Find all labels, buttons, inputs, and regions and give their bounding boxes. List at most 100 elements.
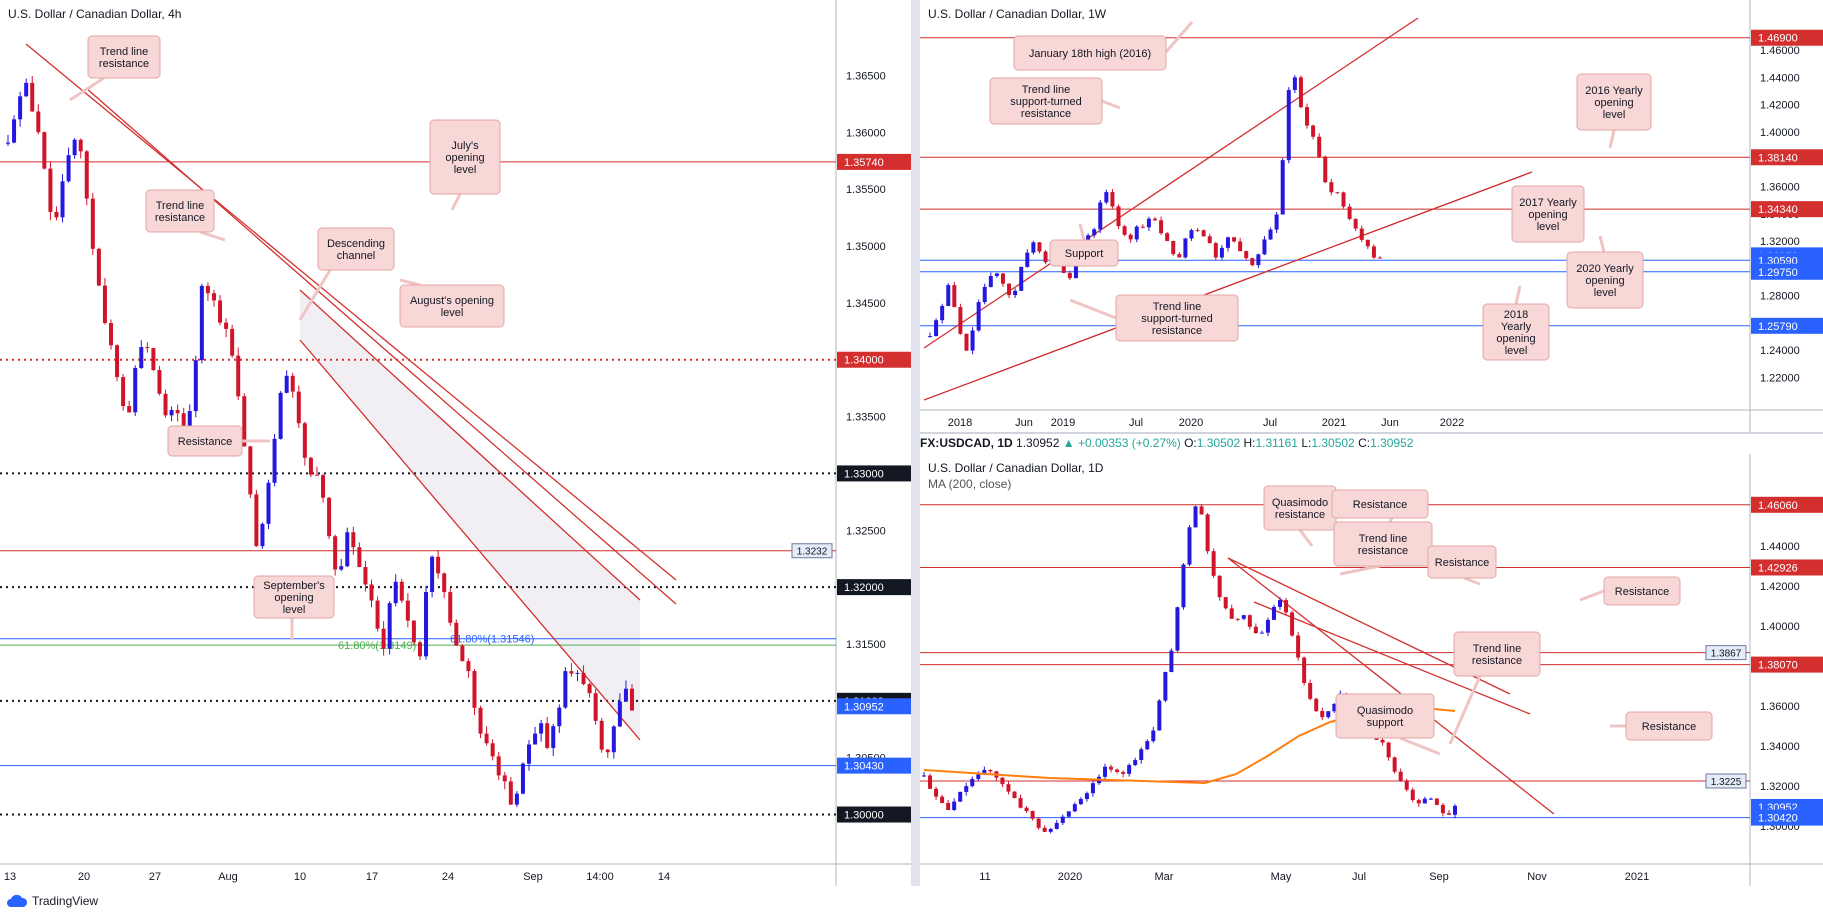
candle-body xyxy=(369,584,374,601)
tradingview-cloud-icon xyxy=(7,894,28,907)
annotation-pointer xyxy=(1069,298,1117,320)
candle-body xyxy=(1205,514,1210,552)
trend-line[interactable] xyxy=(299,339,641,741)
candle-body xyxy=(381,628,386,649)
trend-line[interactable] xyxy=(923,17,1419,349)
annotation-trend-line-support-turned-resistance-lower[interactable]: Trend line support-turned resistance xyxy=(1069,294,1239,342)
candle-body xyxy=(1392,757,1397,772)
annotation-text: August's opening level xyxy=(410,295,494,319)
level-price-label: 1.32000 xyxy=(844,582,884,594)
level-tag-label: 1.3232 xyxy=(797,547,828,558)
annotation-yearly-opening-2020[interactable]: 2020 Yearly opening level xyxy=(1566,235,1644,309)
candle-body xyxy=(1134,226,1139,240)
candle-body xyxy=(1018,798,1023,808)
candle-body xyxy=(345,532,350,567)
panel-divider-vertical[interactable] xyxy=(911,0,920,886)
candle-body xyxy=(496,756,501,776)
annotation-box xyxy=(1566,251,1644,309)
level-tag xyxy=(791,543,833,559)
annotation-trend-line-resistance-lower[interactable]: Trend line resistance xyxy=(145,189,226,242)
trend-line[interactable] xyxy=(85,87,677,605)
trend-line[interactable] xyxy=(25,43,677,581)
time-tick-label: Jun xyxy=(1381,417,1399,429)
annotation-yearly-opening-2018[interactable]: 2018 Yearly opening level xyxy=(1482,285,1550,361)
chart-4h-panel[interactable]: U.S. Dollar / Canadian Dollar, 4h 1.36500… xyxy=(0,0,911,886)
candle-body xyxy=(1165,233,1170,241)
candle-body xyxy=(976,774,981,780)
price-tick-label: 1.31500 xyxy=(846,639,886,651)
level-price-tag xyxy=(1751,317,1823,334)
candle-body xyxy=(248,446,253,495)
candle-body xyxy=(357,547,362,568)
candle-body xyxy=(1247,615,1252,627)
candle-body xyxy=(454,622,459,646)
candle-body xyxy=(296,391,301,424)
time-tick-label: Jul xyxy=(1129,417,1143,429)
candle-body xyxy=(1037,242,1042,252)
candle-body xyxy=(1284,600,1289,613)
annotation-trend-line-resistance-2[interactable]: Trend line resistance xyxy=(1448,631,1541,745)
annotation-text: Quasimodo resistance xyxy=(1272,497,1328,521)
trend-line[interactable] xyxy=(1227,557,1555,815)
candle-body xyxy=(333,536,338,570)
annotation-resistance-2[interactable]: Resistance xyxy=(1427,545,1497,586)
candle-body xyxy=(84,151,89,199)
candle-body xyxy=(1073,260,1078,279)
trend-line[interactable] xyxy=(1253,601,1531,715)
annotation-trend-line-resistance[interactable]: Trend line resistance xyxy=(1333,521,1433,576)
annotation-january-18th-high[interactable]: January 18th high (2016) xyxy=(1013,21,1194,71)
annotation-septembers-opening-level[interactable]: September's opening level xyxy=(253,575,335,640)
time-tick-label: 2021 xyxy=(1322,417,1346,429)
trend-line[interactable] xyxy=(923,171,1533,401)
annotation-resistance[interactable]: Resistance xyxy=(167,425,270,457)
candle-body xyxy=(520,763,525,794)
candle-body xyxy=(387,603,392,649)
candle-body xyxy=(1296,635,1301,658)
candle-body xyxy=(96,248,101,286)
annotation-trend-line-resistance-upper[interactable]: Trend line resistance xyxy=(69,35,161,102)
candle-body xyxy=(1139,749,1144,761)
time-tick-label: 2020 xyxy=(1179,417,1203,429)
chart-daily-panel[interactable]: U.S. Dollar / Canadian Dollar, 1D MA (200… xyxy=(920,454,1823,886)
annotation-box xyxy=(1331,489,1429,519)
panel-divider-horizontal[interactable] xyxy=(920,432,1823,434)
annotation-box xyxy=(1576,73,1652,131)
daily-c: 1.30952 xyxy=(1370,436,1414,450)
annotation-augusts-opening-level[interactable]: August's opening level xyxy=(399,278,505,328)
candle-body xyxy=(623,688,628,702)
candle-body xyxy=(1121,771,1126,774)
candle-body xyxy=(308,457,313,475)
candle-body xyxy=(1244,251,1249,259)
candle-body xyxy=(1189,230,1194,239)
annotation-yearly-opening-2016[interactable]: 2016 Yearly opening level xyxy=(1576,73,1652,149)
annotation-quasimodo-support[interactable]: Quasimodo support xyxy=(1335,693,1441,756)
annotation-trend-line-support-turned-resistance-upper[interactable]: Trend line support-turned resistance xyxy=(989,77,1121,125)
candle-body xyxy=(1006,784,1011,792)
annotation-text: 2017 Yearly opening level xyxy=(1519,197,1577,233)
candle-body xyxy=(575,672,580,674)
annotation-descending-channel[interactable]: Descending channel xyxy=(298,227,395,321)
candle-body xyxy=(1122,226,1127,235)
candle-body xyxy=(1317,136,1322,157)
candle-body xyxy=(508,781,513,805)
candle-body xyxy=(1320,711,1325,718)
candle-body xyxy=(42,132,47,169)
annotation-support[interactable]: Support xyxy=(1049,223,1119,267)
up-triangle-icon: ▲ xyxy=(1062,436,1075,450)
tradingview-logo[interactable]: TradingView xyxy=(6,894,98,908)
annotation-resistance-3[interactable]: Resistance xyxy=(1579,576,1681,606)
annotation-resistance-4[interactable]: Resistance xyxy=(1610,711,1713,741)
annotation-resistance-1[interactable]: Resistance xyxy=(1331,489,1429,523)
candle-body xyxy=(211,293,216,301)
trend-line[interactable] xyxy=(299,289,641,601)
candle-body xyxy=(1140,226,1145,228)
annotation-julys-opening-level[interactable]: July's opening level xyxy=(429,119,501,211)
annotation-quasimodo-resistance[interactable]: Quasimodo resistance xyxy=(1263,485,1337,547)
price-axis[interactable] xyxy=(836,0,911,886)
candle-body xyxy=(1031,242,1036,253)
candle-body xyxy=(1066,811,1071,817)
chart-weekly-panel[interactable]: U.S. Dollar / Canadian Dollar, 1W 1.46000… xyxy=(920,0,1823,432)
annotation-yearly-opening-2017[interactable]: 2017 Yearly opening level xyxy=(1511,185,1585,243)
candle-body xyxy=(1177,254,1182,258)
level-price-tag xyxy=(837,465,911,482)
